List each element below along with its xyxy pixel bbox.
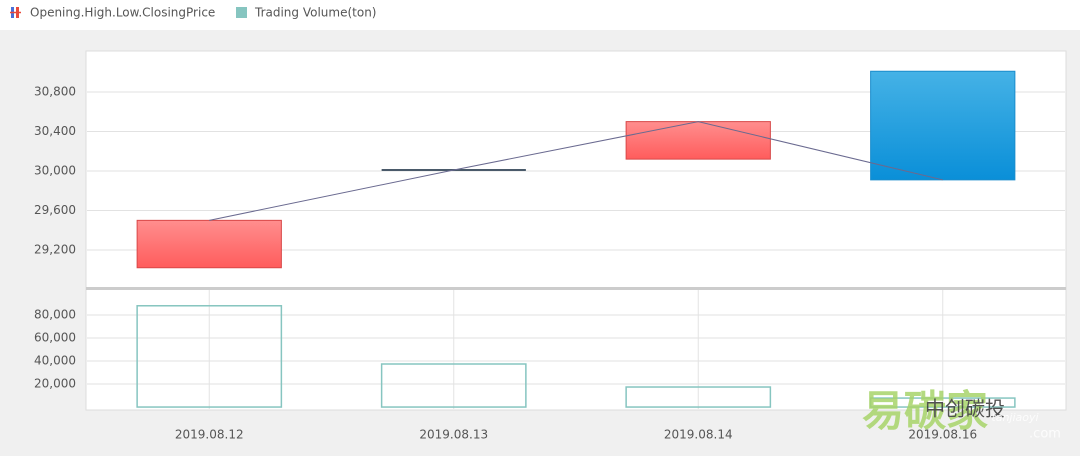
candle-body	[870, 70, 1016, 181]
legend-icon-candle	[10, 7, 21, 18]
y2-tick-label: 80,000	[34, 307, 76, 321]
candle-body	[625, 121, 771, 160]
volume-bar	[380, 363, 527, 408]
x-tick-label: 2019.08.12	[175, 428, 244, 442]
watermark: 易碳家 中创碳投 tanjiaoyi .com	[862, 387, 1061, 442]
y-tick-label: 30,800	[34, 84, 76, 98]
y2-tick-label: 60,000	[34, 330, 76, 344]
watermark-author: 中创碳投	[925, 397, 1005, 421]
y-tick-label: 30,000	[34, 163, 76, 177]
x-tick-label: 2019.08.14	[664, 428, 733, 442]
watermark-brand: 易碳家	[862, 387, 988, 436]
close-line	[209, 121, 943, 221]
legend-icon-volume	[236, 7, 247, 18]
y-tick-label: 29,600	[34, 203, 76, 217]
y-tick-label: 29,200	[34, 242, 76, 256]
y2-tick-label: 20,000	[34, 377, 76, 391]
legend-bar	[0, 0, 1080, 30]
x-tick-label: 2019.08.13	[419, 428, 488, 442]
legend-label: Trading Volume(ton)	[254, 6, 377, 20]
watermark-site: tanjiaoyi	[991, 411, 1038, 424]
x-tick-label: 2019.08.16	[908, 428, 977, 442]
y2-tick-label: 40,000	[34, 354, 76, 368]
candle-body	[136, 219, 282, 269]
legend-label: Opening.High.Low.ClosingPrice	[30, 6, 215, 20]
volume-bar	[136, 305, 283, 408]
volume-bar	[625, 386, 772, 408]
watermark-domain: .com	[1029, 427, 1061, 442]
volume-bar	[869, 397, 1016, 408]
y-tick-label: 30,400	[34, 124, 76, 138]
